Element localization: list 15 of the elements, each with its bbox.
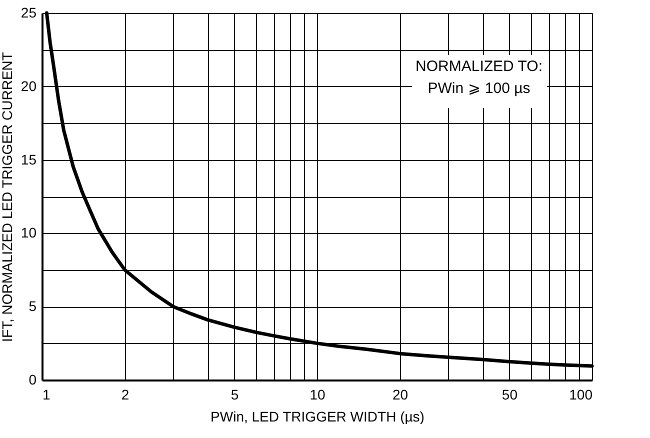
- y-tick-label: 10: [20, 224, 37, 241]
- annotation: NORMALIZED TO: PWin ⩾ 100 µs: [416, 58, 542, 97]
- y-tick-label: 5: [28, 298, 37, 314]
- x-tick-label: 2: [121, 386, 130, 402]
- y-tick-label: 15: [20, 151, 37, 168]
- y-tick-label: 25: [20, 4, 37, 20]
- y-tick-label: 0: [28, 372, 37, 388]
- x-tick-label: 10: [310, 386, 326, 402]
- x-tick-label: 1: [42, 386, 50, 402]
- x-tick-label: 5: [230, 386, 239, 402]
- y-axis-title: IFT, NORMALIZED LED TRIGGER CURRENT: [0, 52, 15, 342]
- x-tick-label: 100: [569, 386, 593, 402]
- y-tick-label: 20: [20, 78, 37, 94]
- x-tick-label: 50: [502, 386, 518, 402]
- x-tick-label: 20: [392, 386, 408, 402]
